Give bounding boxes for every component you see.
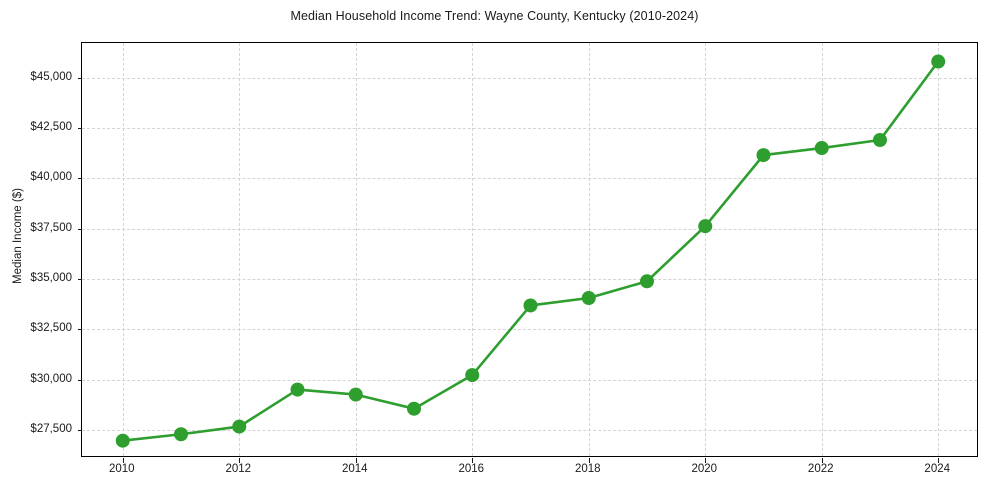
x-tick-mark [472,458,474,463]
y-tick-label: $37,500 [30,221,72,234]
gridline-horizontal [82,379,977,381]
y-tick-mark [77,329,82,331]
data-point-marker[interactable]: 2015: $28,550 [407,401,422,416]
y-tick-label: $40,000 [30,171,72,184]
x-tick-label: 2016 [458,463,485,475]
x-tick-label: 2014 [341,463,368,475]
x-tick-mark [239,458,241,463]
x-tick-label: 2010 [108,463,135,475]
data-point-marker[interactable]: 2022: $41,500 [814,141,829,156]
gridline-vertical [705,43,707,456]
y-tick-label: $27,500 [30,422,72,435]
x-tick-mark [821,458,823,463]
y-axis-label: Median Income ($) [12,188,24,284]
x-tick-mark [588,458,590,463]
data-point-marker[interactable]: 2019: $34,880 [639,274,654,289]
data-point-marker[interactable]: 2016: $30,220 [465,368,480,383]
gridline-horizontal [82,278,977,280]
data-point-marker[interactable]: 2012: $27,660 [232,419,247,434]
data-point-marker[interactable]: 2021: $41,150 [756,148,771,163]
y-tick-label: $45,000 [30,70,72,83]
y-tick-label: $42,500 [30,120,72,133]
x-tick-mark [705,458,707,463]
x-tick-label: 2022 [807,463,834,475]
gridline-horizontal [82,77,977,79]
data-point-marker[interactable]: 2018: $34,050 [581,291,596,305]
y-tick-mark [77,77,82,79]
x-tick-mark [938,458,940,463]
data-point-marker[interactable]: 2023: $41,900 [872,133,887,148]
y-tick-mark [77,278,82,280]
income-line-series: 2010: $26,960 2011: $27,280 2012: $27,660 2… [115,54,946,448]
gridline-vertical [588,43,590,456]
gridline-vertical [355,43,357,456]
gridline-vertical [821,43,823,456]
data-point-marker[interactable]: 2010: $26,960 [115,433,130,448]
y-tick-mark [77,429,82,431]
gridline-horizontal [82,178,977,180]
y-tick-label: $32,500 [30,322,72,335]
x-tick-label: 2024 [924,463,951,475]
x-tick-label: 2012 [225,463,252,475]
gridline-vertical [239,43,241,456]
data-point-marker[interactable]: 2017: $33,680 [523,298,538,313]
gridline-horizontal [82,228,977,230]
gridline-vertical [938,43,940,456]
data-point-marker[interactable]: 2011: $27,280 [174,427,189,442]
y-tick-mark [77,127,82,129]
gridline-vertical [122,43,124,456]
x-tick-label: 2020 [691,463,718,475]
y-tick-mark [77,178,82,180]
plot-area: 2010: $26,960 2011: $27,280 2012: $27,660 2… [77,42,978,463]
x-tick-mark [355,458,357,463]
gridline-vertical [472,43,474,456]
data-point-marker[interactable]: 2014: $29,250 [348,387,363,402]
income-trend-line [121,60,940,442]
data-point-marker[interactable]: 2024: $45,800 [931,54,946,69]
chart-title: Median Household Income Trend: Wayne Cou… [290,9,699,23]
x-tick-mark [122,458,124,463]
x-tick-label: 2018 [574,463,601,475]
gridline-horizontal [82,127,977,129]
gridline-horizontal [82,429,977,431]
y-tick-mark [77,379,82,381]
y-tick-mark [77,228,82,230]
gridline-horizontal [82,329,977,331]
data-point-marker[interactable]: 2013: $29,500 [290,382,305,397]
y-tick-label: $30,000 [30,372,72,385]
data-point-marker[interactable]: 2020: $37,620 [698,219,713,234]
y-tick-label: $35,000 [30,271,72,284]
